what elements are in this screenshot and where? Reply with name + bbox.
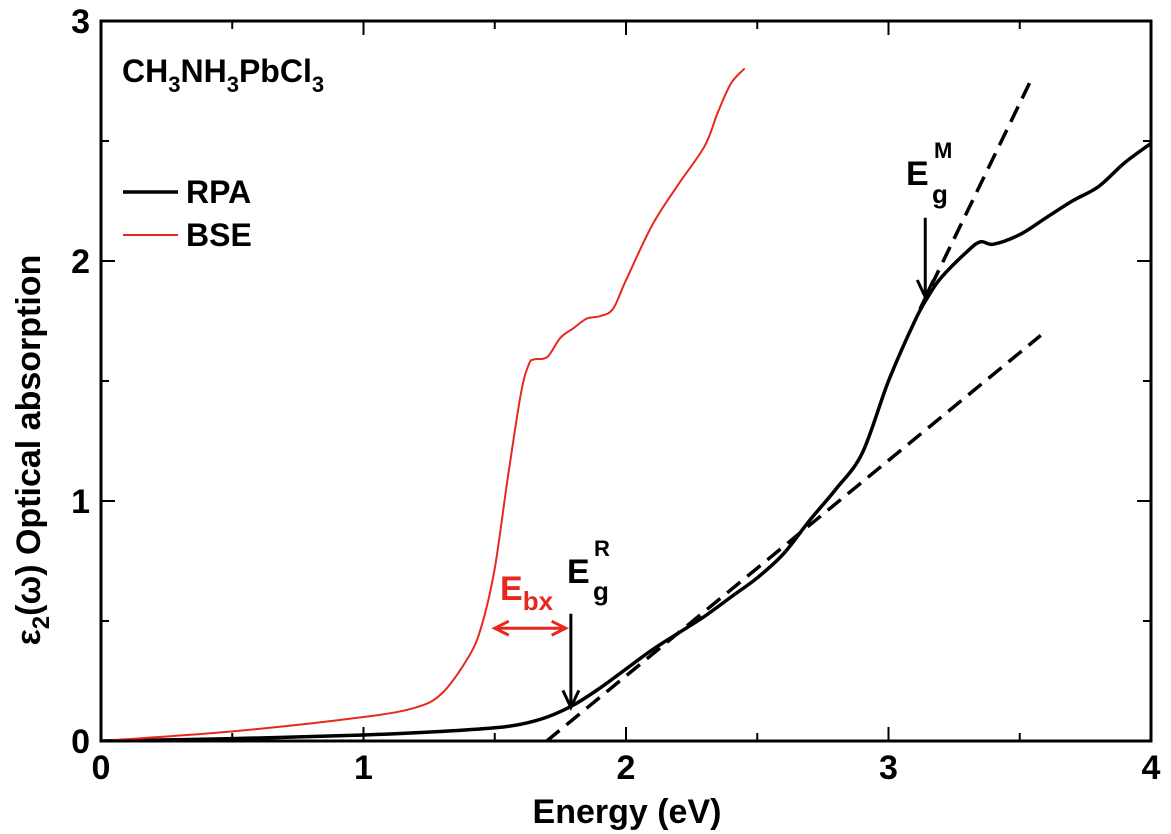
x-axis-title: Energy (eV) bbox=[533, 793, 722, 831]
eg-m-label: EgM bbox=[906, 138, 952, 209]
fit-line bbox=[543, 334, 1042, 741]
ebx-arrow-head-right bbox=[550, 619, 569, 637]
tick-labels: 0 1 2 3 4 0 1 2 3 bbox=[71, 3, 1160, 787]
series-lines bbox=[101, 68, 1151, 741]
y-tick-label: 1 bbox=[71, 483, 90, 521]
eg-m-annotation: EgM bbox=[906, 138, 952, 301]
x-tick-label: 3 bbox=[879, 749, 898, 787]
ebx-annotation: Ebx bbox=[491, 570, 569, 637]
y-tick-label: 3 bbox=[71, 3, 90, 41]
legend: RPA BSE bbox=[123, 174, 252, 253]
chart-title: CH3NH3PbCl3 bbox=[122, 53, 324, 97]
series-line-rpa bbox=[101, 141, 1151, 741]
x-tick-label: 4 bbox=[1142, 749, 1161, 787]
ebx-arrow-head-left bbox=[491, 619, 510, 637]
legend-label-rpa: RPA bbox=[186, 174, 251, 210]
x-tick-label: 1 bbox=[354, 749, 373, 787]
eg-r-arrow-head bbox=[561, 689, 581, 711]
series-line-bse bbox=[101, 68, 746, 741]
y-axis-title: ε2(ω) Optical absorption bbox=[10, 255, 55, 646]
eg-m-arrow-head bbox=[915, 279, 935, 301]
y-tick-label: 0 bbox=[71, 723, 90, 761]
x-tick-label: 2 bbox=[617, 749, 636, 787]
plot-frame bbox=[99, 19, 1153, 743]
axis-ticks bbox=[100, 20, 1152, 742]
ebx-label: Ebx bbox=[500, 570, 554, 616]
fit-lines bbox=[543, 75, 1042, 741]
y-tick-label: 2 bbox=[71, 243, 90, 281]
fit-line bbox=[918, 75, 1035, 310]
legend-label-bse: BSE bbox=[186, 217, 252, 253]
x-tick-label: 0 bbox=[92, 749, 111, 787]
